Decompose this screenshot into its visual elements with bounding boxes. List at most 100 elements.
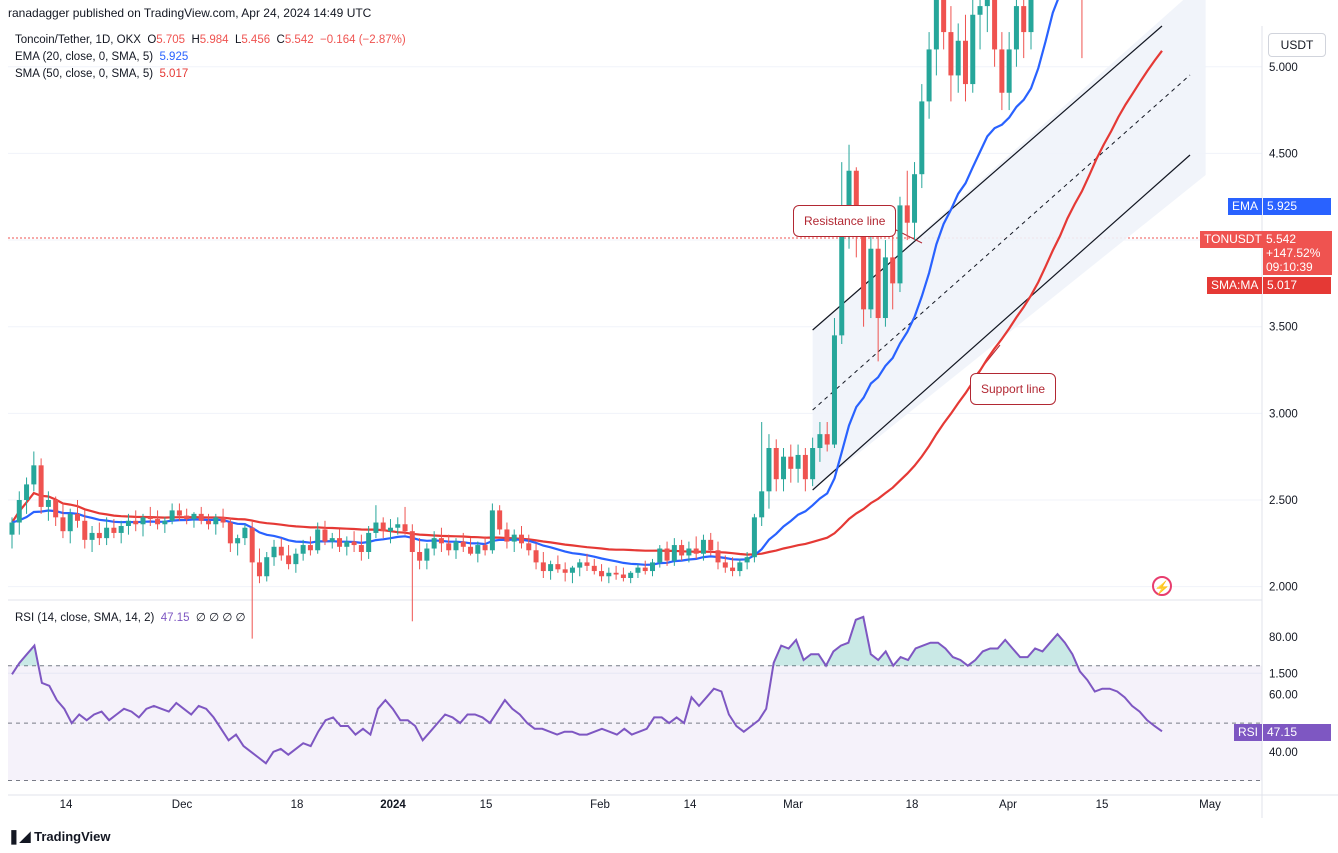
candle-body	[468, 546, 474, 554]
tv-logo-text: TradingView	[34, 829, 111, 844]
sma-legend[interactable]: SMA (50, close, 0, SMA, 5) 5.017	[15, 68, 188, 80]
candle-body	[82, 520, 88, 540]
candle-body	[220, 517, 226, 523]
price-axis-change: +147.52%	[1266, 246, 1321, 260]
support-line	[812, 154, 1191, 491]
candle-body	[67, 513, 73, 532]
time-tick-label: Feb	[590, 799, 610, 811]
candle-body	[591, 565, 597, 572]
candle-body	[628, 572, 634, 578]
candle-body	[53, 500, 59, 518]
ema-legend-value: 5.925	[159, 51, 189, 63]
candle-body	[125, 520, 131, 526]
candle-body	[176, 510, 182, 516]
symbol-label[interactable]: Toncoin/Tether, 1D, OKX	[15, 34, 141, 46]
candle-body	[861, 231, 867, 310]
ema-axis-value: 5.925	[1263, 198, 1331, 215]
candle-body	[271, 546, 277, 558]
price-tick-label: 3.000	[1269, 408, 1298, 420]
sma-legend-label: SMA (50, close, 0, SMA, 5)	[15, 68, 154, 80]
candle-body	[948, 32, 954, 76]
candle-body	[548, 564, 554, 572]
high-value: 5.984	[199, 34, 229, 46]
rsi-tick-label: 60.00	[1269, 689, 1298, 701]
open-label: O	[147, 34, 157, 46]
candle-body	[402, 524, 408, 532]
candle-body	[264, 557, 270, 577]
candle-body	[424, 548, 430, 561]
candle-body	[133, 520, 139, 525]
rsi-legend[interactable]: RSI (14, close, SMA, 14, 2) 47.15 ∅ ∅ ∅ …	[15, 610, 246, 624]
support-line-annotation[interactable]: Support line	[970, 373, 1057, 405]
candle-body	[766, 448, 772, 492]
candle-body	[184, 515, 190, 520]
high-label: H	[191, 34, 200, 46]
candle-body	[286, 555, 292, 565]
candle-body	[45, 500, 51, 507]
rsi-legend-extras: ∅ ∅ ∅ ∅	[195, 612, 246, 624]
resistance-line-annotation[interactable]: Resistance line	[793, 205, 897, 237]
lightning-icon[interactable]: ⚡	[1152, 576, 1172, 596]
candle-body	[999, 49, 1005, 93]
candle-body	[977, 6, 983, 15]
open-value: 5.705	[156, 34, 186, 46]
candle-body	[1006, 49, 1012, 93]
candle-body	[970, 14, 976, 85]
candle-body	[9, 522, 15, 535]
ema-legend[interactable]: EMA (20, close, 0, SMA, 5) 5.925	[15, 51, 188, 63]
candle-body	[875, 248, 881, 319]
candle-body	[504, 529, 510, 542]
price-tick-label: 3.500	[1269, 322, 1298, 334]
candle-body	[679, 545, 685, 556]
candle-body	[191, 513, 197, 520]
candle-body	[387, 527, 393, 532]
candle-body	[868, 248, 874, 310]
candle-body	[926, 49, 932, 102]
candle-body	[744, 557, 750, 563]
price-axis-value: 5.542	[1266, 232, 1297, 246]
candle-body	[657, 548, 663, 563]
candle-body	[475, 545, 481, 554]
candle-body	[992, 0, 998, 50]
rsi-pane	[11, 615, 1163, 765]
candle-body	[198, 513, 204, 521]
candle-body	[482, 545, 488, 551]
published-header: ranadagger published on TradingView.com,…	[8, 6, 372, 20]
candle-body	[206, 520, 212, 525]
candle-body	[737, 562, 743, 572]
candle-body	[730, 567, 736, 572]
time-tick-label: Apr	[999, 799, 1017, 811]
candle-body	[795, 454, 801, 469]
sma-axis-value: 5.017	[1263, 277, 1331, 294]
candle-body	[759, 491, 765, 518]
candle-body	[933, 0, 939, 50]
candle-body	[1013, 6, 1019, 50]
time-tick-label: 14	[684, 799, 697, 811]
candle-body	[453, 541, 459, 551]
time-tick-label: May	[1199, 799, 1221, 811]
candle-body	[686, 548, 692, 556]
candle-body	[169, 510, 175, 521]
candle-body	[584, 562, 590, 566]
candle-body	[140, 517, 146, 525]
candle-body	[846, 170, 852, 206]
candle-body	[853, 170, 859, 232]
candle-body	[904, 205, 910, 223]
candle-body	[300, 545, 306, 554]
candle-body	[708, 539, 714, 551]
candle-body	[511, 534, 517, 542]
rsi-axis-name: RSI	[1234, 724, 1263, 741]
tradingview-logo[interactable]: ❚◢ TradingView	[8, 828, 110, 845]
candle-body	[293, 553, 299, 565]
candle-body	[671, 545, 677, 561]
close-label: C	[276, 34, 285, 46]
rsi-axis-value: 47.15	[1263, 724, 1331, 741]
currency-button[interactable]: USDT	[1268, 33, 1326, 57]
time-tick-label: 2024	[380, 799, 406, 811]
candle-body	[751, 517, 757, 558]
candle-body	[351, 541, 357, 546]
candle-body	[526, 543, 532, 551]
candle-body	[773, 448, 779, 480]
candle-body	[337, 538, 343, 547]
